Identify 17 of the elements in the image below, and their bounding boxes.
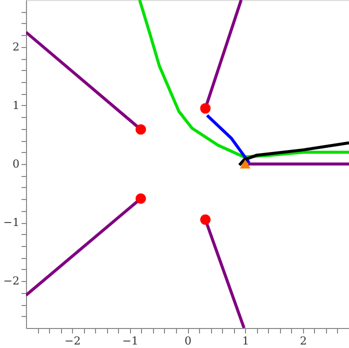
x-tick-label: 2	[300, 334, 307, 348]
point	[240, 159, 250, 169]
x-tick-label: −1	[122, 334, 138, 348]
point	[136, 193, 146, 204]
x-tick-label: 1	[242, 334, 250, 348]
y-tick-label: −1	[3, 216, 20, 230]
x-tick-label: 0	[184, 334, 192, 348]
y-tick-label: −2	[3, 274, 20, 288]
x-tick-label: −2	[64, 334, 81, 348]
point	[200, 103, 211, 114]
y-tick-label: 1	[12, 98, 20, 112]
y-tick-label: 2	[12, 40, 20, 54]
line-series	[138, 0, 349, 158]
point	[200, 214, 211, 225]
point	[136, 124, 146, 135]
y-tick-label: 0	[12, 158, 20, 170]
line-series	[238, 141, 349, 167]
